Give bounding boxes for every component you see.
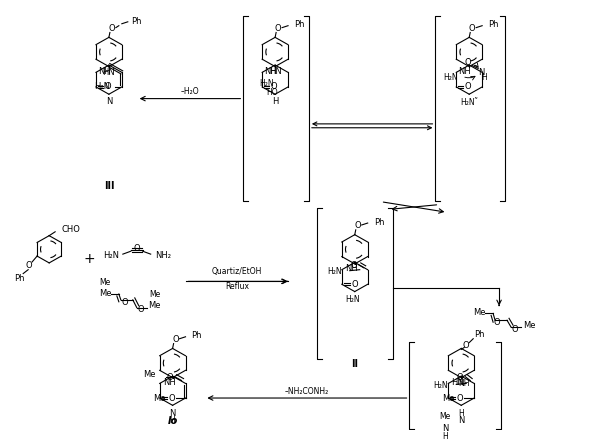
Text: O: O	[275, 24, 281, 33]
Text: O: O	[350, 262, 357, 270]
Text: H: H	[481, 73, 487, 82]
Text: O: O	[355, 221, 361, 231]
Text: O: O	[271, 82, 277, 91]
Text: Ph: Ph	[488, 20, 499, 29]
Text: N: N	[106, 97, 112, 105]
Text: O: O	[469, 24, 476, 33]
Text: Reflux: Reflux	[225, 282, 249, 291]
Text: HO: HO	[266, 88, 278, 97]
Text: O: O	[457, 393, 464, 403]
Text: Ph: Ph	[374, 217, 384, 227]
Text: O: O	[26, 262, 32, 270]
Text: Io: Io	[167, 416, 178, 426]
Text: Ph: Ph	[474, 330, 484, 339]
Text: –H₂O: –H₂O	[181, 87, 199, 96]
Text: Me: Me	[149, 289, 160, 299]
Text: O: O	[463, 341, 470, 350]
Text: H₂N: H₂N	[346, 295, 360, 304]
Text: O: O	[168, 393, 175, 403]
Text: HN: HN	[451, 378, 464, 387]
Text: O: O	[122, 298, 128, 307]
Text: III: III	[104, 181, 114, 191]
Text: Quartiz/EtOH: Quartiz/EtOH	[212, 267, 262, 276]
Text: O: O	[457, 373, 464, 382]
Text: Me: Me	[153, 393, 166, 403]
Text: NH: NH	[345, 264, 358, 273]
Text: NH: NH	[98, 67, 110, 76]
Text: Ph: Ph	[191, 331, 202, 340]
Text: Me: Me	[473, 308, 485, 317]
Text: Me: Me	[440, 412, 451, 422]
Text: Ph: Ph	[294, 20, 305, 29]
Text: HN: HN	[102, 68, 115, 77]
Text: H: H	[442, 432, 448, 441]
Text: N: N	[442, 424, 449, 433]
Text: Me: Me	[442, 393, 454, 403]
Text: H: H	[458, 409, 464, 418]
Text: CHO: CHO	[61, 225, 80, 234]
Text: –NH₂CONH₂: –NH₂CONH₂	[285, 387, 329, 396]
Text: O: O	[494, 318, 500, 327]
Text: NH: NH	[458, 67, 471, 76]
Text: Ph: Ph	[131, 17, 141, 26]
Text: H₂N: H₂N	[94, 82, 110, 91]
Text: O: O	[465, 82, 472, 91]
Text: O: O	[512, 325, 518, 333]
Text: O: O	[109, 24, 115, 33]
Text: H₂N: H₂N	[443, 73, 458, 82]
Text: Me: Me	[148, 301, 161, 310]
Text: NH: NH	[264, 67, 277, 76]
Text: H₂N: H₂N	[259, 78, 274, 88]
Text: O: O	[137, 305, 144, 314]
Text: N: N	[458, 416, 464, 426]
Text: N: N	[478, 68, 484, 77]
Text: H₂N: H₂N	[434, 381, 448, 390]
Text: O: O	[133, 244, 140, 254]
Text: H: H	[170, 416, 175, 426]
Text: H₂N: H₂N	[327, 267, 342, 276]
Text: NH: NH	[163, 378, 175, 387]
Text: II: II	[351, 359, 358, 369]
Text: O: O	[166, 373, 173, 382]
Text: O: O	[352, 280, 358, 289]
Text: H₂N: H₂N	[103, 250, 119, 260]
Text: Me: Me	[98, 288, 111, 298]
Text: O: O	[104, 82, 111, 91]
Text: NH: NH	[458, 379, 470, 388]
Text: +: +	[83, 252, 95, 266]
Text: Me: Me	[99, 278, 110, 287]
Text: H₂N: H₂N	[460, 97, 475, 107]
Text: H: H	[272, 97, 278, 105]
Text: N: N	[169, 409, 176, 418]
Text: O: O	[172, 335, 179, 344]
Text: Me: Me	[523, 321, 535, 329]
Text: Ph: Ph	[14, 274, 25, 283]
Text: NH₂: NH₂	[155, 250, 170, 260]
Text: Me: Me	[143, 370, 155, 379]
Text: Ö: Ö	[465, 58, 472, 67]
Text: HN: HN	[269, 67, 282, 76]
